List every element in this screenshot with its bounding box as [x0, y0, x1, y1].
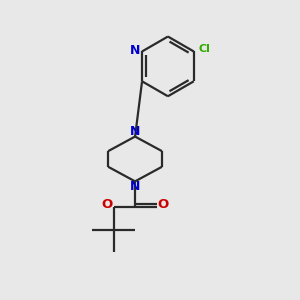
Text: N: N [130, 125, 140, 138]
Text: O: O [158, 197, 169, 211]
Text: N: N [130, 44, 141, 57]
Text: Cl: Cl [199, 44, 211, 54]
Text: N: N [130, 180, 140, 193]
Text: O: O [101, 197, 112, 211]
